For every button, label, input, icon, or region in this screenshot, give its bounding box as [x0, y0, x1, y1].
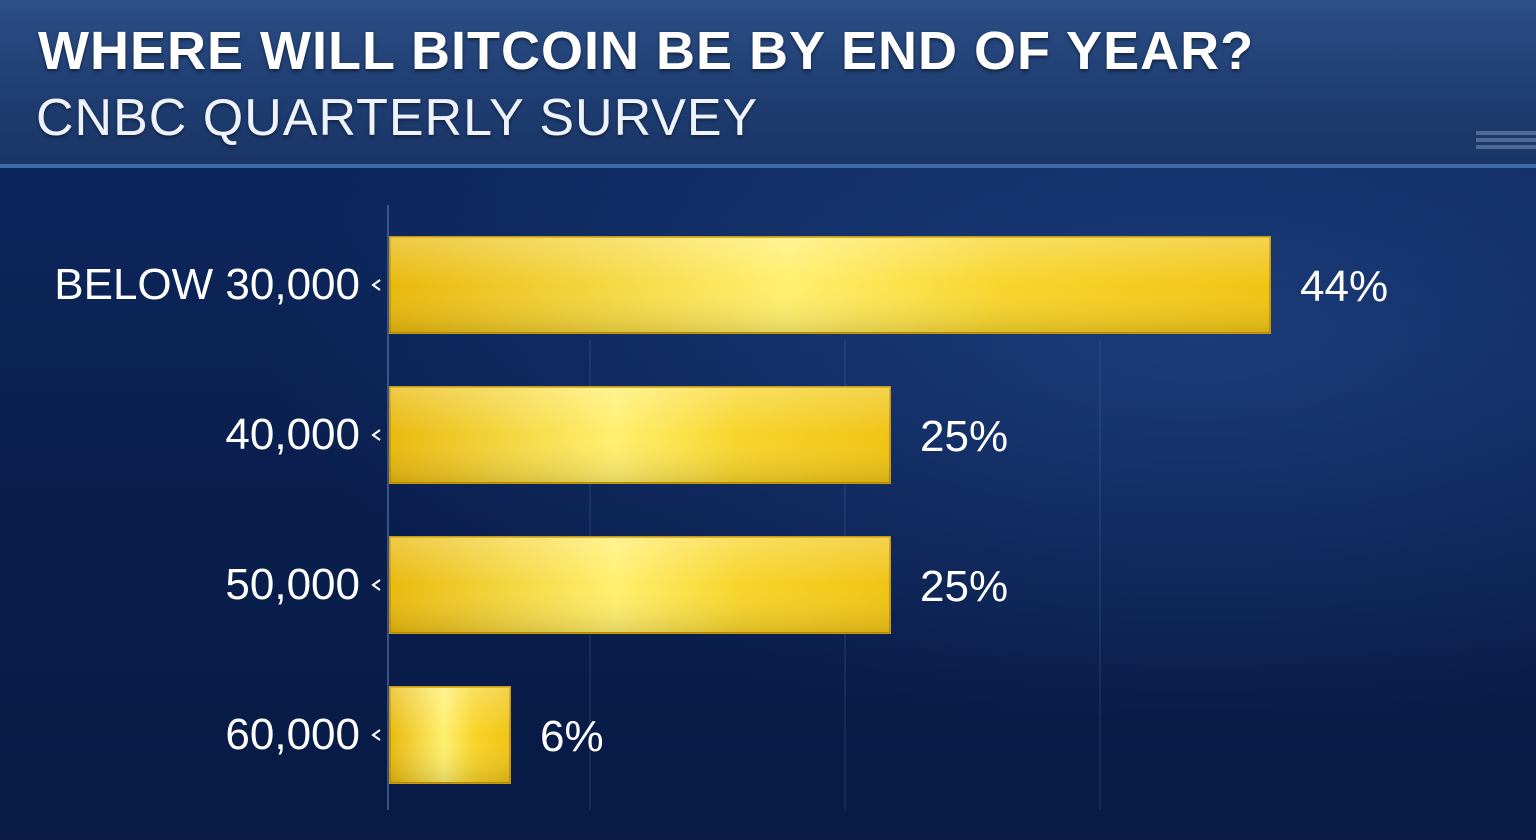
- bar-shading: [390, 387, 890, 483]
- bars: BELOW 30,000 44% 40,000 25% 50,000 25% 60,000 6…: [54, 236, 1388, 784]
- value-label: 25%: [920, 562, 1008, 611]
- chart-title: WHERE WILL BITCOIN BE BY END OF YEAR?: [38, 21, 1255, 81]
- category-tick: [371, 429, 381, 441]
- category-label: 50,000: [225, 560, 360, 609]
- value-label: 25%: [920, 412, 1008, 461]
- bar-shading: [390, 537, 890, 633]
- value-label: 6%: [540, 712, 604, 761]
- category-tick: [371, 279, 381, 291]
- bar-shading: [390, 687, 510, 783]
- value-label: 44%: [1300, 262, 1388, 311]
- header-decoration: [1476, 128, 1536, 162]
- category-tick: [371, 579, 381, 591]
- bar-shading: [390, 237, 1270, 333]
- category-label: BELOW 30,000: [54, 260, 360, 309]
- category-tick: [371, 729, 381, 741]
- chart-subtitle: CNBC QUARTERLY SURVEY: [36, 89, 759, 147]
- chart-header: WHERE WILL BITCOIN BE BY END OF YEAR? CN…: [0, 0, 1536, 168]
- category-label: 60,000: [225, 710, 360, 759]
- category-label: 40,000: [225, 410, 360, 459]
